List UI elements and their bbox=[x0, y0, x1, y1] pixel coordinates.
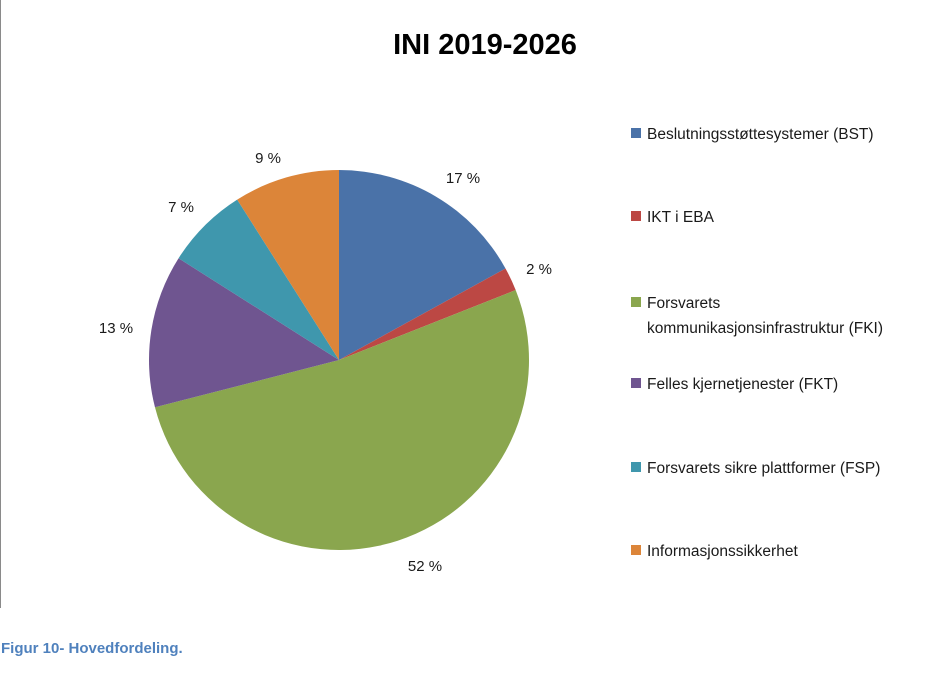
legend-swatch bbox=[631, 128, 641, 138]
legend-swatch bbox=[631, 378, 641, 388]
chart-frame: INI 2019-2026 17 % 2 % 52 % 13 % 7 % 9 % Besl… bbox=[0, 0, 883, 608]
data-label-3: 52 % bbox=[408, 558, 442, 575]
legend-swatch bbox=[631, 462, 641, 472]
legend: Beslutningsstøttesystemer (BST) IKT i EBA… bbox=[631, 126, 883, 560]
data-label-2: 2 % bbox=[526, 261, 552, 278]
legend-item-6: Informasjonssikkerhet bbox=[631, 543, 798, 560]
pie-slice-6 bbox=[237, 170, 339, 360]
data-label-6: 9 % bbox=[255, 150, 281, 167]
legend-label: Beslutningsstøttesystemer (BST) bbox=[647, 126, 874, 143]
pie-slice-5 bbox=[178, 199, 339, 360]
data-label-5: 7 % bbox=[168, 199, 194, 216]
pie-slice-2 bbox=[339, 268, 516, 360]
pie-chart: INI 2019-2026 17 % 2 % 52 % 13 % 7 % 9 % Besl… bbox=[99, 29, 883, 575]
legend-swatch bbox=[631, 545, 641, 555]
pie-slice-3 bbox=[154, 290, 530, 551]
legend-item-4: Felles kjernetjenester (FKT) bbox=[631, 376, 838, 393]
legend-label: IKT i EBA bbox=[647, 209, 715, 226]
legend-swatch bbox=[631, 297, 641, 307]
legend-label: kommunikasjonsinfrastruktur (FKI) bbox=[647, 320, 883, 337]
legend-item-2: IKT i EBA bbox=[631, 209, 715, 226]
data-label-1: 17 % bbox=[446, 170, 480, 187]
legend-item-1: Beslutningsstøttesystemer (BST) bbox=[631, 126, 874, 143]
legend-label: Felles kjernetjenester (FKT) bbox=[647, 376, 838, 393]
pie-slice-4 bbox=[149, 258, 339, 408]
data-label-4: 13 % bbox=[99, 320, 133, 337]
figure-caption: Figur 10- Hovedfordeling. bbox=[1, 640, 183, 657]
pie-data-labels: 17 % 2 % 52 % 13 % 7 % 9 % bbox=[99, 150, 552, 575]
legend-item-3: Forsvarets kommunikasjonsinfrastruktur (F… bbox=[631, 295, 883, 337]
pie-slice-1 bbox=[339, 170, 506, 360]
legend-label: Forsvarets bbox=[647, 295, 720, 312]
legend-label: Informasjonssikkerhet bbox=[647, 543, 798, 560]
chart-title: INI 2019-2026 bbox=[393, 29, 577, 61]
legend-label: Forsvarets sikre plattformer (FSP) bbox=[647, 460, 880, 477]
legend-item-5: Forsvarets sikre plattformer (FSP) bbox=[631, 460, 880, 477]
legend-swatch bbox=[631, 211, 641, 221]
pie-slices bbox=[149, 170, 530, 551]
